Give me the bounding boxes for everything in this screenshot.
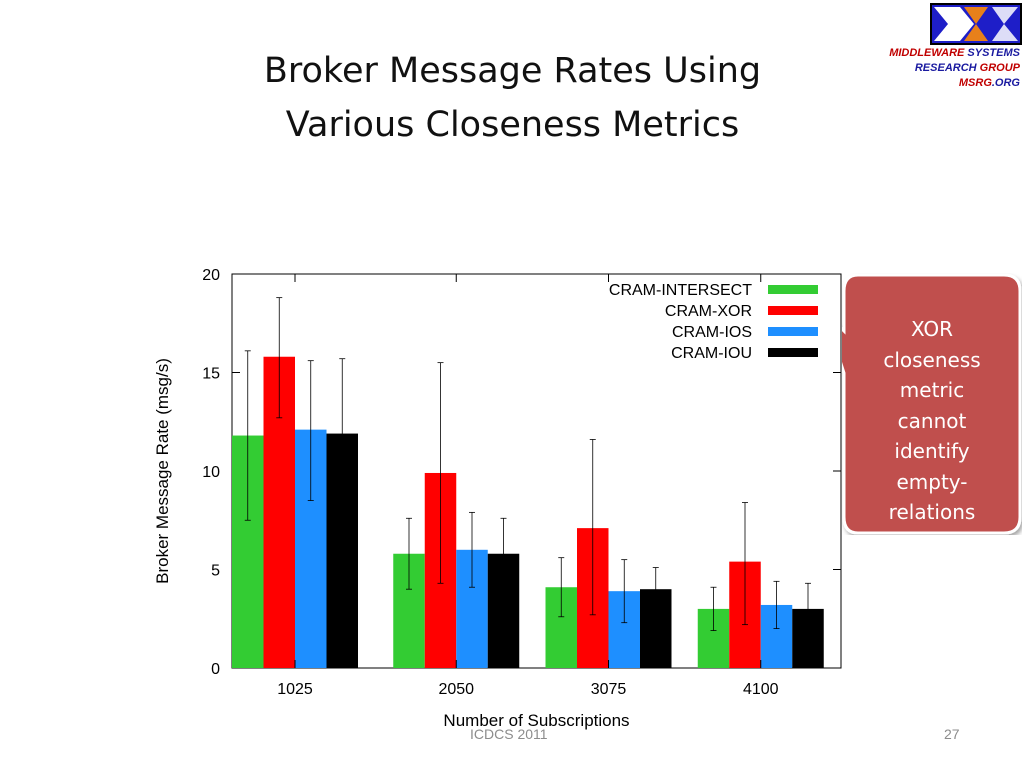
y-tick-label: 5: [211, 563, 220, 580]
callout-line: metric: [899, 378, 965, 402]
org-group: GROUP: [979, 62, 1020, 74]
legend-label: CRAM-IOU: [671, 345, 752, 362]
org-dot-org: .ORG: [991, 77, 1020, 89]
x-tick-label: 1025: [277, 681, 313, 698]
legend-label: CRAM-IOS: [672, 324, 752, 341]
org-name: MIDDLEWARE SYSTEMS RESEARCH GROUP MSRG.O…: [889, 46, 1020, 91]
footer-conference: ICDCS 2011: [470, 726, 548, 742]
legend-label: CRAM-INTERSECT: [609, 282, 752, 299]
y-tick-label: 0: [211, 661, 220, 678]
legend-swatch: [768, 306, 818, 315]
x-axis-label: Number of Subscriptions: [443, 711, 629, 730]
y-tick-label: 15: [202, 366, 220, 383]
msrg-logo-icon: [930, 3, 1022, 45]
y-axis-label: Broker Message Rate (msg/s): [153, 358, 172, 584]
callout-line: empty-: [896, 469, 968, 494]
page-number: 27: [944, 726, 960, 742]
callout-line: closeness: [883, 347, 981, 372]
callout-text: XOR closeness metric cannot identify emp…: [842, 314, 1022, 528]
legend-swatch: [768, 285, 818, 294]
legend-label: CRAM-XOR: [665, 303, 752, 320]
callout-line: identify: [894, 439, 970, 463]
callout-line: cannot: [897, 408, 967, 433]
org-msrg: MSRG: [958, 77, 992, 89]
callout-bubble: [842, 273, 1022, 535]
slide-title: Broker Message Rates Using Various Close…: [230, 44, 795, 152]
x-tick-label: 2050: [438, 681, 474, 698]
y-tick-label: 10: [202, 464, 220, 481]
y-tick-label: 20: [202, 267, 220, 284]
x-tick-label: 3075: [591, 681, 627, 698]
x-tick-label: 4100: [743, 681, 779, 698]
callout-line: XOR: [910, 317, 954, 341]
title-line-1: Broker Message Rates Using: [263, 51, 762, 91]
title-line-2: Various Closeness Metrics: [285, 105, 740, 145]
org-middleware: MIDDLEWARE: [889, 47, 965, 59]
org-research: RESEARCH: [914, 62, 977, 74]
legend-swatch: [768, 327, 818, 336]
org-systems: SYSTEMS: [967, 47, 1020, 59]
legend-swatch: [768, 348, 818, 357]
callout-line: relations: [888, 500, 976, 524]
